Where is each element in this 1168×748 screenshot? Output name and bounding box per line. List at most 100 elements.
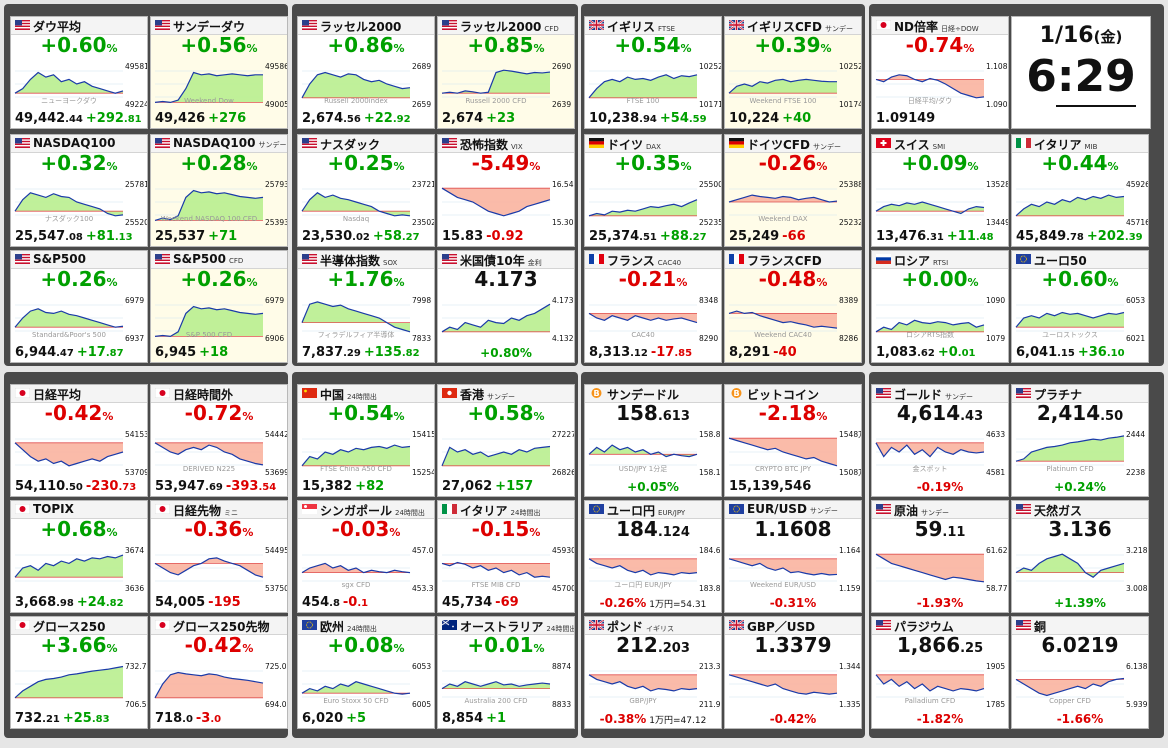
tile-name: ビットコイン: [747, 388, 820, 402]
tile-change-percent: -1.66%: [1012, 712, 1148, 726]
tile-smi[interactable]: スイス SMI +0.09% 13528 13449 13,476.31 +11.48: [871, 134, 1009, 247]
tile-nikkei[interactable]: 日経平均 -0.42% 54153 53709 54,110.50 -230.73: [10, 384, 148, 497]
mini-chart: 1.1085 1.0905 日経平均/ダウ: [875, 62, 1008, 109]
percent-sign: %: [951, 596, 964, 610]
price-main: 54,110: [15, 479, 66, 494]
mini-chart: 1.3447 1.3359: [728, 662, 861, 709]
tile-us10y[interactable]: 米国債10年 金利 4.173 4.173 4.132 +0.80%: [437, 250, 575, 363]
clock-time: 6:29: [1026, 51, 1136, 102]
tile-rtsi[interactable]: ロシア RTSI +0.00% 1090 1079 ロシアRTS指数 1,083.62 +0…: [871, 250, 1009, 363]
tile-gbpjpy[interactable]: ポンド イギリス 212.203 213.31 211.99 GBP/JPY -0.38%…: [584, 616, 722, 729]
tile-russell2000[interactable]: ラッセル2000 +0.86% 2689 2659 Russell 2000index…: [297, 16, 435, 129]
tile-nikkei-after[interactable]: 日経時間外 -0.72% 54442 53699 DERIVED N225 53,947…: [150, 384, 288, 497]
tile-nasdaq[interactable]: ナスダック +0.25% 23721 23502 Nasdaq 23,530.02 +58…: [297, 134, 435, 247]
tile-platinum[interactable]: プラチナ 2,414.50 2444 2238 Platinum CFD +0.24%: [1011, 384, 1149, 497]
chart-high-label: 3674: [125, 546, 144, 555]
tile-nd-ratio[interactable]: ND倍率 日経÷DOW -0.74% 1.1085 1.0905 日経平均/ダウ 1.09…: [871, 16, 1009, 129]
tile-sp500-cfd[interactable]: S&P500 CFD +0.26% 6979 6906 S&P 500 CFD 6,945…: [150, 250, 288, 363]
chart-watermark: 日経平均/ダウ: [908, 96, 952, 105]
mini-chart: 49586 49005 Weekend Dow: [154, 62, 287, 109]
tile-palladium[interactable]: パラジウム 1,866.25 1905 1785 Palladium CFD -1.82…: [871, 616, 1009, 729]
tile-china[interactable]: 中国 24時間出 +0.54% 15415 15254 FTSE China A50 C…: [297, 384, 435, 497]
tile-name: シンガポール: [320, 504, 393, 518]
tile-ftse-cfd[interactable]: イギリスCFD サンデー +0.39% 10252 10174 Weekend FTSE…: [724, 16, 862, 129]
chart-high-label: 54495: [265, 546, 288, 555]
tile-dow[interactable]: ダウ平均 +0.60% 49581 49224 ニューヨークダウ 49,442.44 +2…: [10, 16, 148, 129]
tile-ftse[interactable]: イギリス FTSE +0.54% 10252 10171 FTSE 100 10,238.…: [584, 16, 722, 129]
price-diff: +5: [346, 711, 367, 726]
chart-watermark: S&P 500 CFD: [186, 331, 232, 339]
tile-russell2000-cfd[interactable]: ラッセル2000 CFD +0.85% 2690 2639 Russell 2000 C…: [437, 16, 575, 129]
tile-nasdaq100[interactable]: NASDAQ100 +0.32% 25781 25520 ナスダック100 25,547…: [10, 134, 148, 247]
percent-sign: %: [242, 410, 254, 423]
tile-title: サンデーダウ: [173, 18, 245, 35]
tile-footer: 8,854 +1: [442, 711, 506, 726]
tile-sp500[interactable]: S&P500 +0.26% 6979 6937 Standard&Poor's 500…: [10, 250, 148, 363]
tile-header: ダウ平均: [11, 17, 147, 35]
percent-sign: %: [676, 276, 688, 289]
percent-sign: %: [106, 42, 118, 55]
tile-growth250-futures[interactable]: グロース250先物 -0.42% 725.00 694.00 718.0 -3.0: [150, 616, 288, 729]
mini-chart: 2444 2238 Platinum CFD: [1015, 430, 1145, 477]
tile-usdjpy-sunday[interactable]: B サンデードル 158.613 158.88 158.19 USD/JPY 1分足 +…: [584, 384, 722, 497]
tile-sunday-dow[interactable]: サンデーダウ +0.56% 49586 49005 Weekend Dow 49,426…: [150, 16, 288, 129]
tile-subtitle: 24時間出: [347, 393, 377, 401]
tile-change-percent: -0.74%: [872, 34, 1008, 60]
tile-eurusd[interactable]: EUR/USD サンデー 1.1608 1.1647 1.1592 Weekend EU…: [724, 500, 862, 613]
tile-name: ポンド: [607, 620, 644, 634]
percent-sign: %: [634, 596, 647, 610]
tile-eurjpy[interactable]: ユーロ円 EUR/JPY 184.124 184.63 183.86 ユーロ円 EUR/…: [584, 500, 722, 613]
tile-copper[interactable]: 銅 6.0219 6.138 5.939 Copper CFD -1.66%: [1011, 616, 1149, 729]
tile-footer: 6,041.15 +36.10: [1016, 345, 1125, 360]
tile-footer: 53,947.69 -393.54: [155, 479, 276, 494]
tile-euro50[interactable]: ユーロ50 +0.60% 6053 6021 ユーロストックス 6,041.15 +36.…: [1011, 250, 1149, 363]
chart-price-line: [154, 557, 264, 578]
mini-chart: 25793 25393 Weekend NASDAQ 100 CFD: [154, 180, 287, 227]
tile-nikkei-mini[interactable]: 日経先物 ミニ -0.36% 54495 53750 54,005 -195: [150, 500, 288, 613]
price-main: 6.0219: [1041, 633, 1119, 657]
chart-area: [876, 674, 984, 691]
tile-singapore[interactable]: シンガポール 24時間出 -0.03% 457.07 453.39 sgx CFD 454…: [297, 500, 435, 613]
tile-subtitle: 24時間出: [546, 625, 575, 633]
tile-dax-cfd[interactable]: ドイツCFD サンデー -0.26% 25388 25232 Weekend DAX 25…: [724, 134, 862, 247]
tile-name: ドイツCFD: [747, 138, 810, 152]
tile-footer: 27,062 +157: [442, 479, 533, 494]
tile-europe[interactable]: 欧州 24時間出 +0.08% 6053 6005 Euro Stoxx 50 CFD 6…: [297, 616, 435, 729]
tile-cac40[interactable]: フランス CAC40 -0.21% 8348 8290 CAC40 8,313.12 -17…: [584, 250, 722, 363]
tile-footer: 1,083.62 +0.01: [876, 345, 976, 360]
price-diff: -393.54: [225, 479, 277, 494]
mini-chart: 4.173 4.132: [441, 296, 574, 343]
tile-title: オーストラリア 24時間出: [460, 618, 575, 635]
chart-area: [302, 72, 410, 98]
tile-gbpusd[interactable]: GBP／USD 1.3379 1.3447 1.3359 -0.42%: [724, 616, 862, 729]
tile-mib[interactable]: イタリア MIB +0.44% 45926 45716 45,849.78 +202.39: [1011, 134, 1149, 247]
price-main: 13,476: [876, 229, 927, 244]
tile-sox[interactable]: 半導体指数 SOX +1.76% 7998 7833 フィラデルフィア半導体 7,837.…: [297, 250, 435, 363]
mini-chart: 1.1647 1.1592 Weekend EUR/USD: [728, 546, 861, 593]
tile-nasdaq100-sunday[interactable]: NASDAQ100 サンデー +0.28% 25793 25393 Weekend NA…: [150, 134, 288, 247]
tile-title: サンデードル: [607, 386, 679, 403]
chart-high-label: 8874: [552, 662, 571, 671]
clock-date: 1/16(金): [1012, 23, 1150, 48]
percent-sign: %: [804, 712, 817, 726]
tile-australia[interactable]: オーストラリア 24時間出 +0.01% 8874 8833 Australia 200…: [437, 616, 575, 729]
tile-italy-24h[interactable]: イタリア 24時間出 -0.15% 45930 45700 FTSE MIB CFD 45…: [437, 500, 575, 613]
tile-dax[interactable]: ドイツ DAX +0.35% 25500 25235 25,374.51 +88.27: [584, 134, 722, 247]
tile-topix[interactable]: TOPIX +0.68% 3674 3636 3,668.98 +24.82: [10, 500, 148, 613]
tile-growth250[interactable]: グロース250 +3.66% 732.73 706.58 732.21 +25.83: [10, 616, 148, 729]
percent-sign: %: [393, 276, 405, 289]
tile-natural-gas[interactable]: 天然ガス 3.136 3.218 3.008 +1.39%: [1011, 500, 1149, 613]
chart-watermark: CAC40: [631, 331, 654, 339]
tile-hongkong[interactable]: 香港 サンデー +0.58% 27227 26826 27,062 +157: [437, 384, 575, 497]
tile-subtitle: SOX: [383, 259, 398, 267]
tile-gold[interactable]: ゴールド サンデー 4,614.43 4633 4581 金スポット -0.19%: [871, 384, 1009, 497]
chart-area: [1016, 195, 1124, 216]
tile-crude-oil[interactable]: 原油 サンデー 59.11 61.62 58.77 -1.93%: [871, 500, 1009, 613]
price-diff: -69: [495, 595, 519, 610]
tile-bitcoin[interactable]: B ビットコイン -2.18% 1548万 1508万 CRYPTO BTC JPY 1…: [724, 384, 862, 497]
chart-high-label: 6.138: [1126, 662, 1148, 671]
tile-vix[interactable]: 恐怖指数 VIX -5.49% 16.54 15.30 15.83 -0.92: [437, 134, 575, 247]
tile-cac40-cfd[interactable]: フランスCFD -0.48% 8389 8286 Weekend CAC40 8,291…: [724, 250, 862, 363]
chart-price-line: [301, 562, 411, 574]
flag-icon-eu: [589, 504, 604, 514]
